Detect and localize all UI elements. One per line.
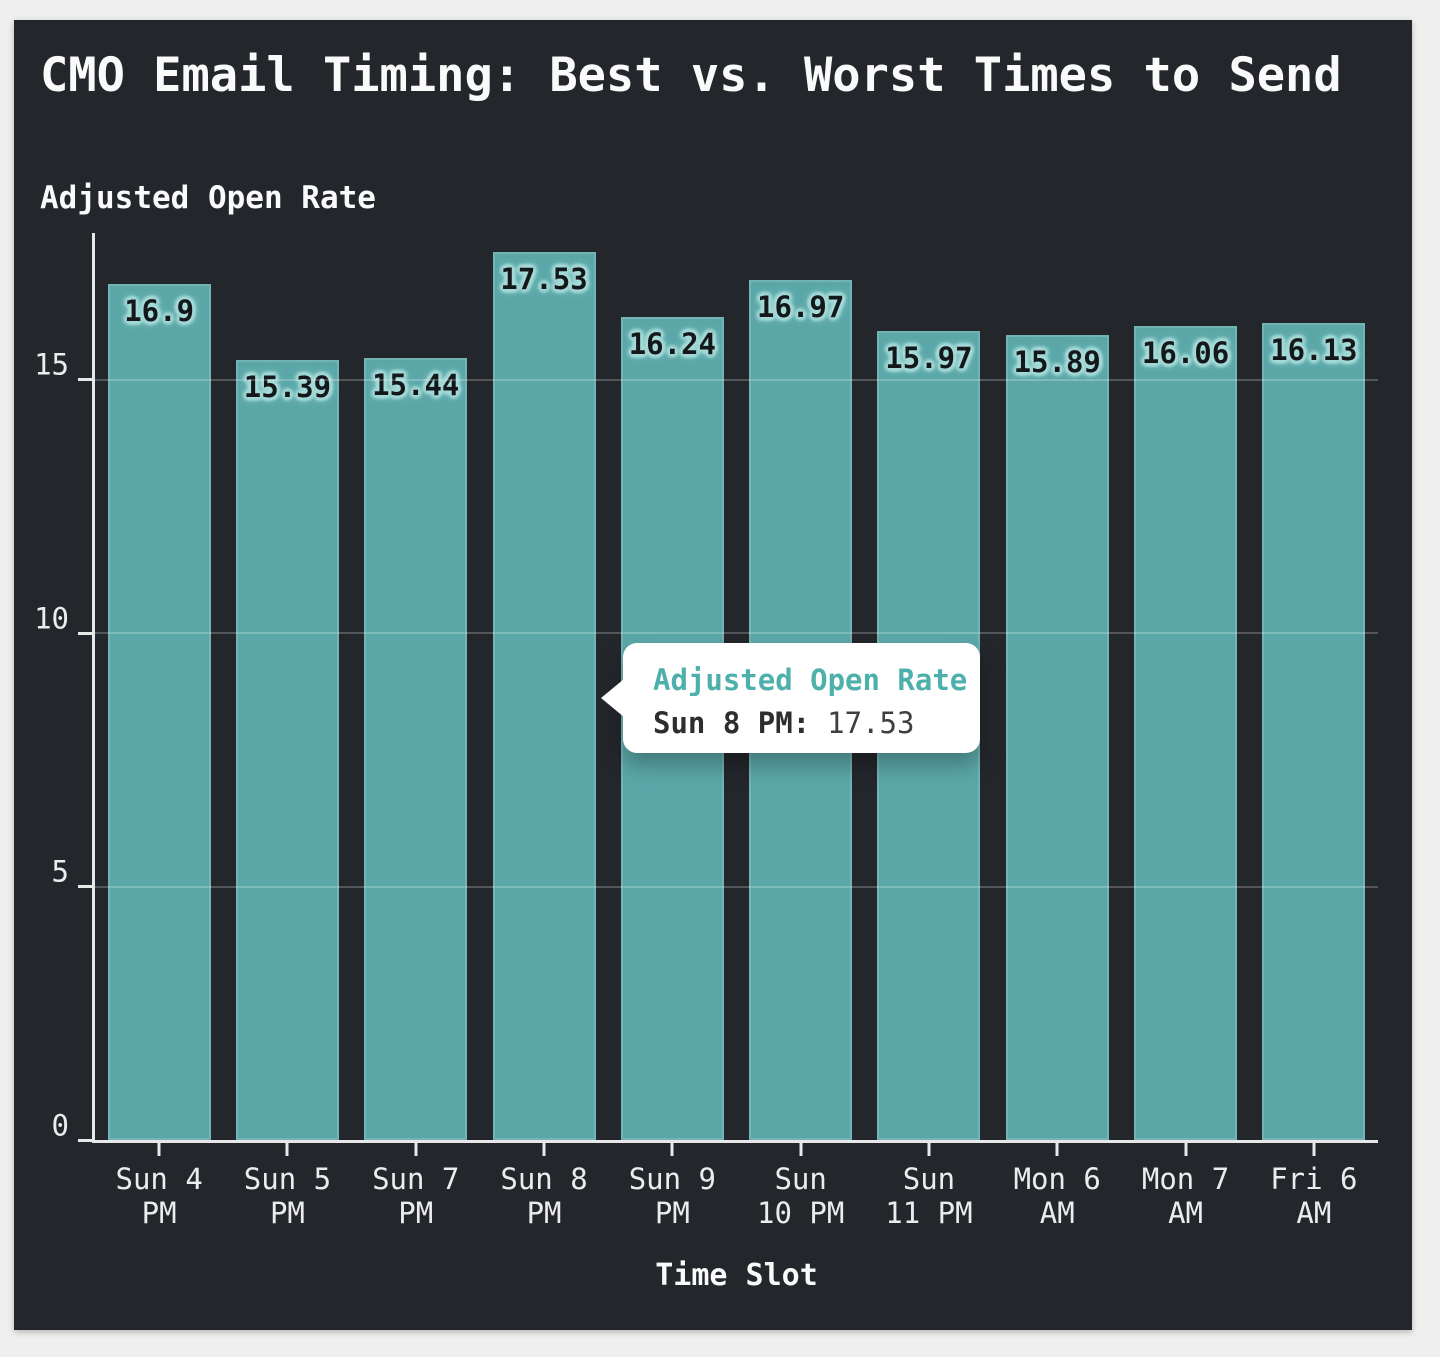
y-axis-line [92, 233, 95, 1140]
y-tick-mark [78, 378, 92, 382]
y-tick-label: 10 [34, 601, 69, 636]
x-tick-mark [799, 1140, 803, 1156]
bar-value-label: 15.44 [372, 367, 460, 402]
x-tick-mark [670, 1140, 674, 1156]
bar[interactable]: 16.06 [1134, 326, 1238, 1140]
x-tick-label-line: Sun 4 [115, 1162, 203, 1196]
x-tick-label-line: AM [1168, 1196, 1203, 1230]
gridline [95, 885, 1378, 888]
x-tick-mark [414, 1140, 418, 1156]
tooltip-value: 17.53 [827, 706, 915, 740]
x-tick-label-line: PM [526, 1196, 562, 1230]
gridline [95, 632, 1378, 635]
bar[interactable]: 17.53 [492, 251, 596, 1140]
x-tick-label-line: Sun [774, 1162, 827, 1196]
x-tick-label: Sun 9 PM [587, 1162, 757, 1230]
x-tick-label-line: Mon 7 [1141, 1162, 1230, 1196]
bar[interactable]: 15.39 [235, 360, 339, 1140]
bar-value-label: 17.53 [500, 261, 588, 296]
y-tick-label: 0 [51, 1108, 69, 1142]
x-tick-label: Sun 5 PM [202, 1162, 372, 1230]
y-tick-mark [78, 631, 92, 635]
bar-value-label: 16.97 [756, 290, 845, 325]
bar[interactable]: 15.44 [364, 357, 468, 1140]
x-tick-label-line: Mon 6 [1013, 1162, 1101, 1196]
x-tick-label: Sun 10 PM [716, 1162, 886, 1230]
x-tick-label: Mon 7 AM [1101, 1162, 1271, 1230]
x-tick-label-line: AM [1039, 1196, 1075, 1230]
chart-panel: CMO Email Timing: Best vs. Worst Times t… [14, 20, 1412, 1330]
tooltip-header: Adjusted Open Rate [653, 663, 968, 697]
x-tick-label: Fri 6 AM [1229, 1162, 1399, 1230]
x-tick-mark [1184, 1140, 1188, 1156]
x-tick-label: Sun 8 PM [459, 1162, 629, 1230]
bar-value-label: 15.89 [1013, 344, 1101, 379]
x-tick-label-line: PM [141, 1196, 177, 1230]
x-tick-label-line: AM [1296, 1196, 1332, 1230]
y-tick-label: 5 [51, 854, 69, 889]
x-tick-label-line: Sun 5 [243, 1162, 332, 1196]
y-tick-label: 15 [34, 347, 69, 382]
x-axis-title: Time Slot [655, 1258, 818, 1293]
bar-value-label: 16.24 [628, 327, 716, 362]
x-tick-label-line: Sun [902, 1162, 956, 1196]
x-tick-label: Sun 7 PM [331, 1162, 501, 1230]
x-tick-label-line: 10 PM [756, 1196, 845, 1230]
x-tick-label: Mon 6 AM [972, 1162, 1142, 1230]
bar-value-label: 16.13 [1270, 332, 1358, 367]
tooltip-arrow-icon [601, 679, 624, 717]
tooltip-category-label: Sun 8 PM: [653, 706, 811, 740]
y-tick-mark [78, 885, 92, 889]
bar-value-label: 15.97 [885, 340, 973, 375]
bar-value-label: 15.39 [243, 370, 332, 405]
x-tick-mark [285, 1140, 289, 1156]
chart-title: CMO Email Timing: Best vs. Worst Times t… [40, 48, 1342, 103]
bar-value-label: 16.9 [124, 293, 195, 328]
tooltip-line: Sun 8 PM: 17.53 [653, 706, 980, 740]
y-axis-title: Adjusted Open Rate [40, 180, 376, 216]
x-tick-label-line: Sun 8 [500, 1162, 588, 1196]
x-tick-label-line: Sun 7 [372, 1162, 460, 1196]
bar[interactable]: 16.9 [107, 283, 211, 1140]
x-tick-label-line: PM [398, 1196, 434, 1230]
x-tick-label: Sun 4 PM [74, 1162, 244, 1230]
x-tick-label: Sun 11 PM [844, 1162, 1014, 1230]
x-tick-mark [542, 1140, 546, 1156]
bar[interactable]: 16.13 [1262, 322, 1366, 1140]
x-tick-mark [1312, 1140, 1316, 1156]
tooltip: Adjusted Open Rate Sun 8 PM: 17.53 [601, 643, 980, 753]
x-tick-label-line: 11 PM [885, 1196, 973, 1230]
gridline [95, 378, 1378, 381]
x-tick-mark [927, 1140, 931, 1156]
x-tick-mark [157, 1140, 161, 1156]
x-tick-label-line: Fri 6 [1270, 1162, 1358, 1196]
x-tick-label-line: PM [654, 1196, 690, 1230]
x-tick-mark [1055, 1140, 1059, 1156]
x-tick-label-line: PM [269, 1196, 305, 1230]
x-axis-line [92, 1140, 1378, 1143]
x-tick-label-line: Sun 9 [628, 1162, 716, 1196]
y-tick-mark [78, 1138, 92, 1142]
bar[interactable]: 15.89 [1005, 334, 1109, 1140]
bar-value-label: 16.06 [1141, 336, 1230, 371]
